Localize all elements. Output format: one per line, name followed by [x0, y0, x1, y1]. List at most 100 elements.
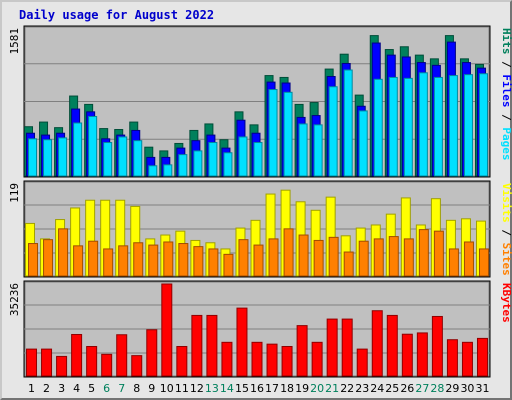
requests-bar-pages	[283, 91, 293, 177]
requests-bar-pages	[448, 75, 458, 177]
traffic-bar-kbytes	[401, 333, 413, 377]
traffic-bar-kbytes	[446, 339, 458, 377]
traffic-bar-kbytes	[461, 341, 473, 377]
day-label: 31	[475, 382, 489, 395]
visitors-ymax-label: 119	[8, 183, 21, 203]
traffic-bar-kbytes	[431, 315, 443, 377]
requests-bar-pages	[88, 115, 98, 177]
day-label: 9	[148, 382, 155, 395]
day-label: 19	[295, 382, 309, 395]
traffic-bar-kbytes	[146, 329, 158, 377]
visitors-bar-sites	[73, 245, 84, 277]
legend-kbytes: KBytes	[500, 283, 512, 323]
traffic-bar-kbytes	[356, 348, 368, 377]
visitors-bar-sites	[298, 234, 309, 277]
requests-bar-pages	[373, 78, 383, 177]
legend-files: Files	[500, 74, 512, 107]
visitors-bar-sites	[463, 241, 474, 277]
requests-bar-pages	[358, 110, 368, 177]
visitors-bar-sites	[373, 238, 384, 277]
requests-bar-pages	[148, 165, 158, 177]
traffic-bar-kbytes	[371, 310, 383, 377]
requests-panel: 1581 Hits / Files / Pages	[8, 25, 512, 178]
requests-bar-pages	[253, 142, 263, 177]
requests-bar-pages	[478, 73, 488, 177]
day-label: 28	[430, 382, 444, 395]
day-label: 25	[385, 382, 399, 395]
requests-ymax-label: 1581	[8, 28, 21, 55]
day-label: 17	[265, 382, 279, 395]
day-label: 6	[103, 382, 110, 395]
requests-bar-pages	[463, 74, 473, 177]
visitors-bar-sites	[238, 239, 249, 277]
visitors-bar-sites	[403, 238, 414, 277]
day-label: 18	[280, 382, 294, 395]
visitors-bar-sites	[358, 240, 369, 277]
day-label: 3	[58, 382, 65, 395]
day-label: 13	[205, 382, 219, 395]
traffic-legend: KBytes	[500, 283, 512, 323]
visitors-bar-sites	[58, 228, 69, 277]
day-label: 7	[118, 382, 125, 395]
requests-legend: Hits / Files / Pages	[500, 28, 512, 161]
legend-sites: Sites	[500, 243, 512, 276]
visitors-bar-sites	[223, 253, 234, 277]
day-label: 26	[400, 382, 414, 395]
requests-bar-pages	[208, 142, 218, 177]
visitors-bar-sites	[193, 246, 204, 277]
traffic-bar-kbytes	[116, 334, 128, 377]
traffic-bar-kbytes	[416, 332, 428, 377]
traffic-panel: 35236 KBytes	[8, 280, 512, 378]
legend-separator: /	[500, 108, 512, 128]
visitors-bar-sites	[178, 243, 189, 277]
visitors-panel: 119 Visits / Sites	[8, 180, 512, 278]
requests-bar-pages	[163, 164, 173, 177]
traffic-bar-kbytes	[251, 341, 263, 377]
day-label: 20	[310, 382, 324, 395]
traffic-bar-kbytes	[191, 314, 203, 377]
visitors-bar-sites	[163, 241, 174, 277]
requests-bar-pages	[418, 72, 428, 177]
legend-pages: Pages	[500, 127, 512, 160]
requests-bar-pages	[133, 140, 143, 177]
day-label: 1	[28, 382, 35, 395]
requests-bar-pages	[43, 139, 53, 177]
requests-bar-pages	[268, 89, 278, 177]
traffic-bar-kbytes	[296, 325, 308, 377]
requests-bar-pages	[58, 137, 68, 177]
day-label: 8	[133, 382, 140, 395]
traffic-bar-kbytes	[71, 333, 83, 377]
visitors-bar-sites	[103, 248, 114, 277]
visitors-bar-sites	[43, 239, 54, 277]
traffic-bar-kbytes	[311, 341, 323, 377]
day-label: 4	[73, 382, 80, 395]
visitors-bar-sites	[433, 230, 444, 277]
legend-visits: Visits	[500, 183, 512, 223]
visitors-legend: Visits / Sites	[500, 183, 512, 276]
traffic-bar-kbytes	[131, 355, 143, 377]
requests-bar-pages	[223, 152, 233, 177]
day-label: 30	[460, 382, 474, 395]
visitors-bar-sites	[388, 236, 399, 277]
requests-bar-pages	[388, 76, 398, 177]
traffic-bar-kbytes	[56, 355, 68, 377]
visitors-bar-sites	[28, 243, 39, 277]
traffic-bar-kbytes	[26, 348, 38, 377]
day-label: 12	[190, 382, 204, 395]
requests-bar-pages	[73, 122, 83, 177]
traffic-ymax-label: 35236	[8, 283, 21, 316]
requests-bar-pages	[193, 150, 203, 177]
requests-bar-pages	[313, 124, 323, 177]
day-label: 23	[355, 382, 369, 395]
requests-bar-pages	[328, 86, 338, 177]
traffic-bar-kbytes	[86, 345, 98, 377]
requests-bar-pages	[178, 154, 188, 177]
visitors-bar-sites	[418, 229, 429, 277]
legend-hits: Hits	[500, 28, 512, 55]
visitors-bar-sites	[118, 245, 129, 277]
day-label: 27	[415, 382, 429, 395]
requests-bar-pages	[343, 69, 353, 177]
traffic-bar-kbytes	[221, 341, 233, 377]
day-label: 29	[445, 382, 459, 395]
